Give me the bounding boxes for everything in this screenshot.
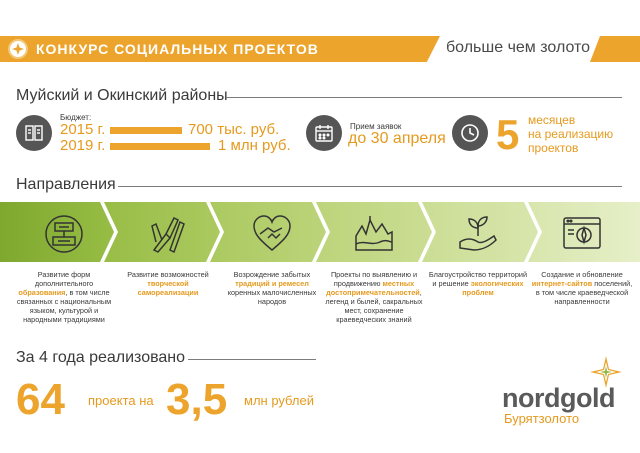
budget-bar-2019 (110, 143, 210, 150)
ornament-icon (45, 215, 83, 253)
totals-title: За 4 года реализовано (16, 349, 186, 366)
duration-line-1: месяцев (528, 113, 576, 127)
directions-divider (118, 186, 622, 187)
duration-line-2: на реализацию (528, 127, 614, 141)
region-divider (226, 97, 622, 98)
amount-number: 3,5 (166, 375, 228, 424)
totals-divider (188, 359, 316, 360)
landscape-icon (355, 216, 393, 251)
direction-creativity: Развитие возможностей творческой самореа… (127, 270, 209, 297)
applications-deadline: до 30 апреля (348, 130, 446, 147)
applications-label: Прием заявок (350, 122, 402, 131)
slogan: больше чем золото (446, 39, 591, 56)
budget-bar-2015 (110, 127, 182, 134)
direction-ecology: Благоустройство территорий и решение эко… (428, 270, 528, 297)
direction-landmarks: Проекты по выявлению и продвижению местн… (325, 270, 423, 324)
clock-icon (452, 115, 488, 151)
brand-name: nordgold (502, 383, 615, 413)
nordgold-emblem-icon (8, 39, 28, 59)
directions-arrow-band (0, 202, 640, 262)
brushes-icon (151, 216, 185, 254)
direction-education: Развитие форм дополнительного образовани… (16, 270, 112, 324)
website-icon (563, 217, 601, 249)
budget-year-2019: 2019 г. (60, 137, 106, 154)
header-banner: КОНКУРС СОЦИАЛЬНЫХ ПРОЕКТОВ (0, 36, 440, 62)
budget-amount-2015: 700 тыс. руб. (188, 121, 280, 138)
budget-label: Бюджет: (60, 113, 92, 122)
direction-websites: Создание и обновление интернет-сайтов по… (531, 270, 633, 306)
header-banner-tail (590, 36, 640, 62)
projects-text: проекта на (88, 393, 154, 408)
documents-icon (16, 115, 52, 151)
nordgold-star-icon (590, 356, 622, 388)
plant-hand-icon (459, 216, 497, 251)
duration-number: 5 (496, 111, 520, 158)
direction-traditions: Возрождение забытых традиций и ремесел к… (227, 270, 317, 306)
budget-amount-2019: 1 млн руб. (218, 137, 291, 154)
brand-subsidiary: Бурятзолото (504, 411, 580, 426)
directions-title: Направления (16, 176, 116, 193)
amount-text: млн рублей (244, 393, 314, 408)
heart-hands-icon (253, 215, 291, 251)
region-title: Муйский и Окинский районы (16, 87, 228, 104)
projects-number: 64 (16, 375, 65, 424)
duration-line-3: проектов (528, 141, 579, 155)
budget-year-2015: 2015 г. (60, 121, 106, 138)
calendar-icon (306, 115, 342, 151)
contest-title: КОНКУРС СОЦИАЛЬНЫХ ПРОЕКТОВ (36, 41, 319, 57)
